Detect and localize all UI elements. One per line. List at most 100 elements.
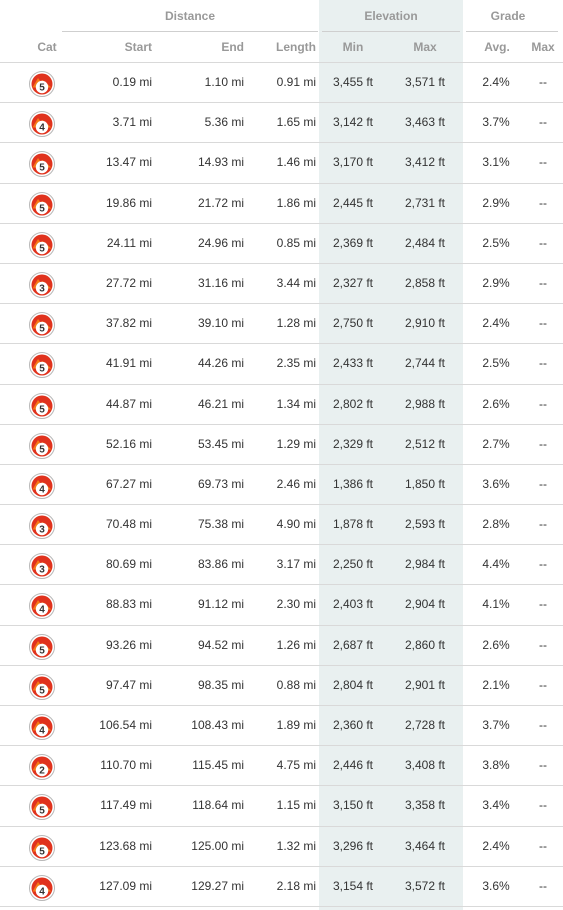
cell-elevation-max: 3,408 ft — [404, 758, 446, 773]
table-row[interactable]: 5 97.47 mi 98.35 mi 0.88 mi 2,804 ft 2,901 ft… — [0, 666, 563, 706]
cell-end: 53.45 mi — [197, 436, 244, 451]
table-row[interactable]: 4 127.09 mi 129.27 mi 2.18 mi 3,154 ft 3,572 … — [0, 867, 563, 907]
cell-grade-max: -- — [539, 557, 547, 572]
cell-grade-max: -- — [539, 517, 547, 532]
table-row[interactable]: 5 123.68 mi 125.00 mi 1.32 mi 3,296 ft 3,464 … — [0, 827, 563, 867]
cell-grade-avg: 2.4% — [482, 316, 510, 331]
category-number: 5 — [39, 364, 45, 375]
cell-grade-avg: 3.6% — [482, 476, 510, 491]
category-number: 5 — [39, 444, 45, 455]
column-header-max[interactable]: Max — [413, 40, 437, 54]
climb-category-icon: 2 — [28, 753, 56, 781]
cell-elevation-min: 3,170 ft — [332, 155, 374, 170]
table-row[interactable]: 4 3.71 mi 5.36 mi 1.65 mi 3,142 ft 3,463 ft 3.… — [0, 103, 563, 144]
table-row[interactable]: 4 67.27 mi 69.73 mi 2.46 mi 1,386 ft 1,850 ft… — [0, 465, 563, 506]
table-row[interactable]: 5 52.16 mi 53.45 mi 1.29 mi 2,329 ft 2,512 ft… — [0, 425, 563, 465]
cell-length: 1.65 mi — [276, 115, 316, 130]
category-number: 3 — [39, 565, 45, 576]
cell-end: 115.45 mi — [192, 758, 244, 773]
cell-grade-max: -- — [539, 275, 547, 290]
cell-end: 31.16 mi — [197, 275, 244, 290]
cell-elevation-min: 2,250 ft — [332, 557, 374, 572]
cell-elevation-max: 2,512 ft — [404, 436, 446, 451]
cell-elevation-min: 2,802 ft — [332, 396, 374, 411]
table-row[interactable]: 3 80.69 mi 83.86 mi 3.17 mi 2,250 ft 2,984 ft… — [0, 545, 563, 586]
table-row[interactable]: 5 24.11 mi 24.96 mi 0.85 mi 2,369 ft 2,484 ft… — [0, 224, 563, 264]
cell-elevation-max: 2,901 ft — [404, 677, 446, 692]
climb-category-icon: 5 — [28, 834, 56, 862]
cell-elevation-max: 3,464 ft — [404, 838, 446, 853]
cell-elevation-min: 2,445 ft — [332, 195, 374, 210]
cell-length: 1.15 mi — [276, 798, 316, 813]
cell-start: 24.11 mi — [106, 235, 152, 250]
column-header-start[interactable]: Start — [124, 40, 152, 54]
cell-length: 4.90 mi — [276, 517, 316, 532]
cell-elevation-max: 2,593 ft — [404, 517, 446, 532]
cell-length: 1.32 mi — [276, 838, 316, 853]
cell-length: 3.44 mi — [276, 275, 316, 290]
table-row[interactable]: 5 41.91 mi 44.26 mi 2.35 mi 2,433 ft 2,744 ft… — [0, 344, 563, 385]
cell-length: 0.85 mi — [276, 235, 316, 250]
cell-grade-avg: 3.7% — [482, 115, 510, 130]
cell-elevation-min: 1,386 ft — [332, 476, 374, 491]
cell-end: 129.27 mi — [191, 878, 244, 893]
cell-grade-max: -- — [539, 798, 547, 813]
table-row[interactable]: 5 44.87 mi 46.21 mi 1.34 mi 2,802 ft 2,988 ft… — [0, 385, 563, 425]
table-row[interactable]: 2 110.70 mi 115.45 mi 4.75 mi 2,446 ft 3,408 … — [0, 746, 563, 787]
column-header-min[interactable]: Min — [342, 40, 364, 54]
table-row[interactable]: 5 13.47 mi 14.93 mi 1.46 mi 3,170 ft 3,412 ft… — [0, 143, 563, 184]
cell-start: 110.70 mi — [100, 758, 152, 773]
cell-grade-max: -- — [539, 637, 547, 652]
table-row[interactable]: 5 93.26 mi 94.52 mi 1.26 mi 2,687 ft 2,860 ft… — [0, 626, 563, 666]
column-header-grade-max[interactable]: Max — [531, 40, 555, 54]
cell-length: 2.46 mi — [276, 476, 316, 491]
cell-grade-avg: 3.4% — [482, 798, 510, 813]
category-number: 5 — [39, 163, 45, 174]
table-row[interactable]: 3 70.48 mi 75.38 mi 4.90 mi 1,878 ft 2,593 ft… — [0, 505, 563, 546]
cell-grade-avg: 2.9% — [482, 275, 510, 290]
cell-start: 13.47 mi — [105, 155, 152, 170]
table-row[interactable]: 5 0.19 mi 1.10 mi 0.91 mi 3,455 ft 3,571 ft 2.… — [0, 63, 563, 104]
cell-start: 117.49 mi — [100, 798, 152, 813]
category-number: 3 — [39, 283, 45, 294]
climb-category-icon: 5 — [28, 150, 56, 178]
category-number: 4 — [39, 123, 45, 134]
cell-elevation-min: 2,433 ft — [332, 356, 374, 371]
column-header-avg[interactable]: Avg. — [484, 40, 510, 54]
cell-start: 123.68 mi — [99, 838, 152, 853]
table-row[interactable]: 5 117.49 mi 118.64 mi 1.15 mi 3,150 ft 3,358 … — [0, 786, 563, 827]
cell-start: 67.27 mi — [105, 476, 152, 491]
cell-end: 75.38 mi — [197, 517, 244, 532]
cell-start: 93.26 mi — [105, 637, 152, 652]
cell-grade-avg: 2.1% — [482, 677, 510, 692]
cell-start: 27.72 mi — [105, 275, 152, 290]
cell-elevation-max: 3,572 ft — [404, 878, 446, 893]
cell-start: 37.82 mi — [105, 316, 152, 331]
column-header-end[interactable]: End — [221, 40, 244, 54]
table-row[interactable]: 5 37.82 mi 39.10 mi 1.28 mi 2,750 ft 2,910 ft… — [0, 304, 563, 345]
cell-grade-avg: 3.6% — [482, 878, 510, 893]
cell-length: 1.29 mi — [276, 436, 316, 451]
cell-length: 4.75 mi — [276, 758, 316, 773]
column-header-length[interactable]: Length — [276, 40, 316, 54]
cell-grade-max: -- — [539, 436, 547, 451]
cell-elevation-max: 2,731 ft — [404, 195, 446, 210]
column-header-cat[interactable]: Cat — [37, 40, 57, 54]
cell-end: 44.26 mi — [197, 356, 244, 371]
cell-end: 125.00 mi — [191, 838, 244, 853]
cell-grade-max: -- — [539, 597, 547, 612]
cell-grade-avg: 2.6% — [482, 637, 510, 652]
climb-category-icon: 3 — [28, 271, 56, 299]
climb-category-icon: 5 — [28, 351, 56, 379]
table-row[interactable]: 5 19.86 mi 21.72 mi 1.86 mi 2,445 ft 2,731 ft… — [0, 184, 563, 224]
cell-grade-max: -- — [539, 838, 547, 853]
climb-category-icon: 4 — [28, 472, 56, 500]
cell-length: 2.35 mi — [276, 356, 316, 371]
cell-grade-avg: 3.8% — [482, 758, 510, 773]
table-row[interactable]: 3 27.72 mi 31.16 mi 3.44 mi 2,327 ft 2,858 ft… — [0, 264, 563, 305]
table-row[interactable]: 4 106.54 mi 108.43 mi 1.89 mi 2,360 ft 2,728 … — [0, 706, 563, 747]
category-number: 5 — [39, 846, 45, 857]
cell-elevation-max: 3,412 ft — [404, 155, 446, 170]
cell-end: 94.52 mi — [197, 637, 244, 652]
table-row[interactable]: 4 88.83 mi 91.12 mi 2.30 mi 2,403 ft 2,904 ft… — [0, 585, 563, 626]
